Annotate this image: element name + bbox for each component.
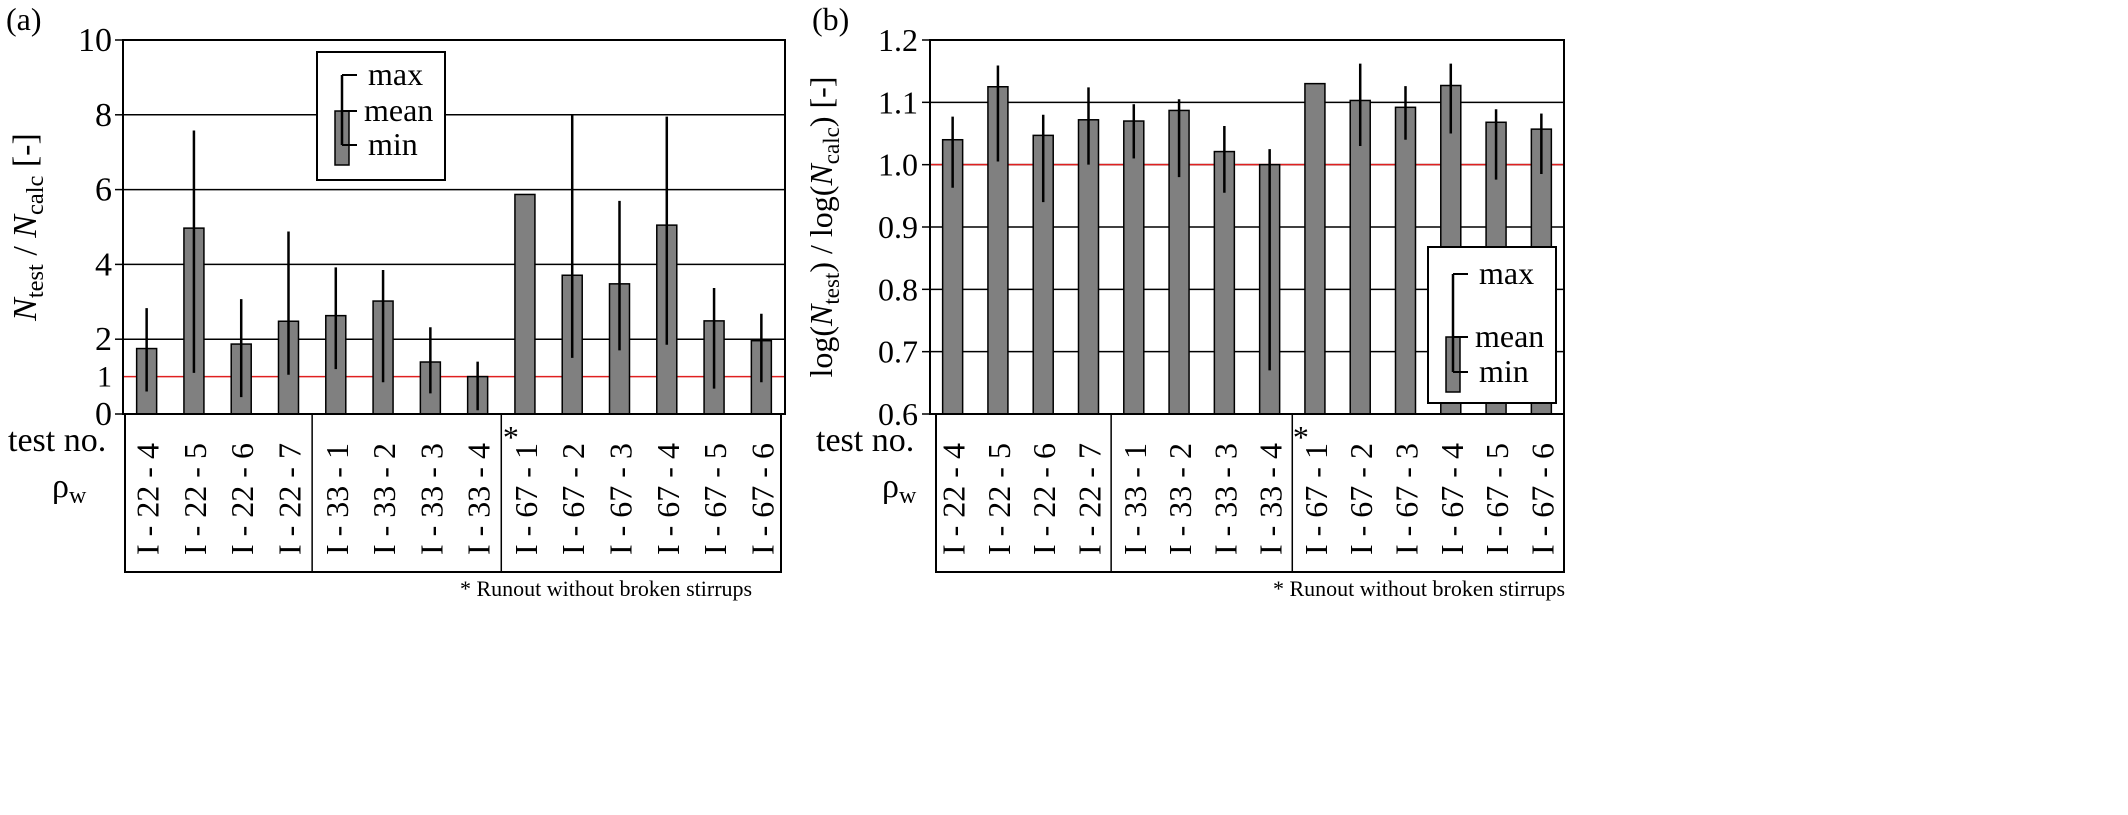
panel-b-category-label: I - 33 - 4	[1253, 443, 1289, 555]
panel-a-category-label: I - 33 - 3	[413, 443, 449, 555]
panel-b-rho-label: ρw	[882, 468, 917, 509]
panel-a-category-label: I - 22 - 7	[272, 443, 308, 555]
panel-b-category-label: I - 67 - 4	[1434, 443, 1470, 555]
panel-b-legend-max-label: max	[1479, 255, 1534, 291]
panel-a-category-label: I - 33 - 1	[319, 443, 355, 555]
panel-b-ylabel: log(Ntest) / log(Ncalc) [-]	[803, 76, 844, 377]
panel-a-category-label: I - 33 - 2	[366, 443, 402, 555]
panel-b-category-label: I - 67 - 1	[1298, 443, 1334, 555]
panel-a-ytick-label: 4	[95, 246, 112, 283]
panel-a-category-label: I - 33 - 4	[461, 443, 497, 555]
panel-a-legend-max-label: max	[368, 56, 423, 92]
panel-b-category-label: I - 67 - 3	[1389, 443, 1425, 555]
panel-a-ytick-label: 8	[95, 97, 112, 134]
panel-a-category-label: I - 67 - 4	[650, 443, 686, 555]
panel-b-runout-asterisk: *	[1293, 419, 1309, 455]
panel-b-footnote: * Runout without broken stirrups	[1273, 576, 1565, 601]
panel-a-ylabel: Ntest / Ncalc [-]	[7, 133, 49, 322]
panel-b-ytick-label: 1.2	[878, 22, 918, 58]
panel-b-ytick-label: 0.9	[878, 209, 918, 245]
panel-a-footnote: * Runout without broken stirrups	[460, 576, 752, 601]
panel-b: (b) 0.6 0.7 0.8 0.9 1.0 1.1 1.2 log(Ntest) / log…	[803, 1, 1565, 601]
panel-a-ytick-label: 2	[95, 321, 112, 358]
panel-b-legend-mean-label: mean	[1475, 318, 1544, 354]
panel-b-category-label: I - 33 - 3	[1207, 443, 1243, 555]
panel-b-category-label: I - 67 - 6	[1524, 443, 1560, 555]
panel-a-category-label: I - 22 - 5	[177, 443, 213, 555]
panel-a-category-label: I - 67 - 6	[744, 443, 780, 555]
panel-a-ytick-label: 0	[95, 396, 112, 433]
panel-a-category-label: I - 22 - 6	[224, 443, 260, 555]
panel-b-category-label: I - 22 - 6	[1026, 443, 1062, 555]
panel-b-category-label: I - 22 - 7	[1072, 443, 1108, 555]
panel-b-category-label: I - 33 - 2	[1162, 443, 1198, 555]
panel-a-category-label: I - 67 - 2	[555, 443, 591, 555]
panel-b-category-label: I - 33 - 1	[1117, 443, 1153, 555]
panel-b-ytick-label: 1.1	[878, 84, 918, 120]
panel-b-bar	[1123, 120, 1145, 415]
panel-a-legend-min-label: min	[368, 126, 418, 162]
panel-a-category-label: I - 67 - 5	[697, 443, 733, 555]
panel-b-ytick-label: 0.8	[878, 271, 918, 307]
panel-b-category-label: I - 67 - 5	[1479, 443, 1515, 555]
panel-a-runout-asterisk: *	[503, 419, 519, 455]
panel-b-bar	[1394, 106, 1417, 415]
panel-b-ytick-label: 0.6	[878, 396, 918, 432]
panel-a-category-label: I - 22 - 4	[130, 443, 166, 555]
panel-a-plot-frame	[122, 39, 786, 415]
panel-b-category-box	[935, 413, 1565, 573]
panel-b-bar	[1349, 99, 1371, 415]
panel-b-ytick-label: 1.0	[878, 147, 918, 183]
panel-a-category-label: I - 67 - 3	[603, 443, 639, 555]
panel-a-test-no-label: test no.	[8, 422, 106, 459]
panel-a-ytick-label: 10	[78, 22, 112, 59]
panel-b-label: (b)	[812, 1, 849, 37]
panel-a-category-label: I - 67 - 1	[508, 443, 544, 555]
panel-b-ytick-label: 0.7	[878, 334, 918, 370]
panel-a-reference-label: 1	[97, 361, 112, 394]
panel-b-category-label: I - 22 - 4	[936, 443, 972, 555]
panel-b-category-label: I - 22 - 5	[981, 443, 1017, 555]
panel-b-category-label: I - 67 - 2	[1343, 443, 1379, 555]
panel-a-legend-mean-label: mean	[364, 92, 433, 128]
panel-a-rho-label: ρw	[52, 468, 87, 509]
panel-a: (a) 0 2 4 6 8 10 1 Ntest / Ncalc [-] I - 22 - 4 I …	[6, 1, 786, 601]
panel-a-bar	[514, 193, 536, 415]
panel-a-ytick-label: 6	[95, 172, 112, 209]
panel-b-test-no-label: test no.	[816, 422, 914, 459]
panel-b-legend-min-label: min	[1479, 353, 1529, 389]
panel-b-bar	[1304, 82, 1326, 415]
panel-a-label: (a)	[6, 1, 42, 37]
panel-a-category-box	[124, 413, 782, 573]
